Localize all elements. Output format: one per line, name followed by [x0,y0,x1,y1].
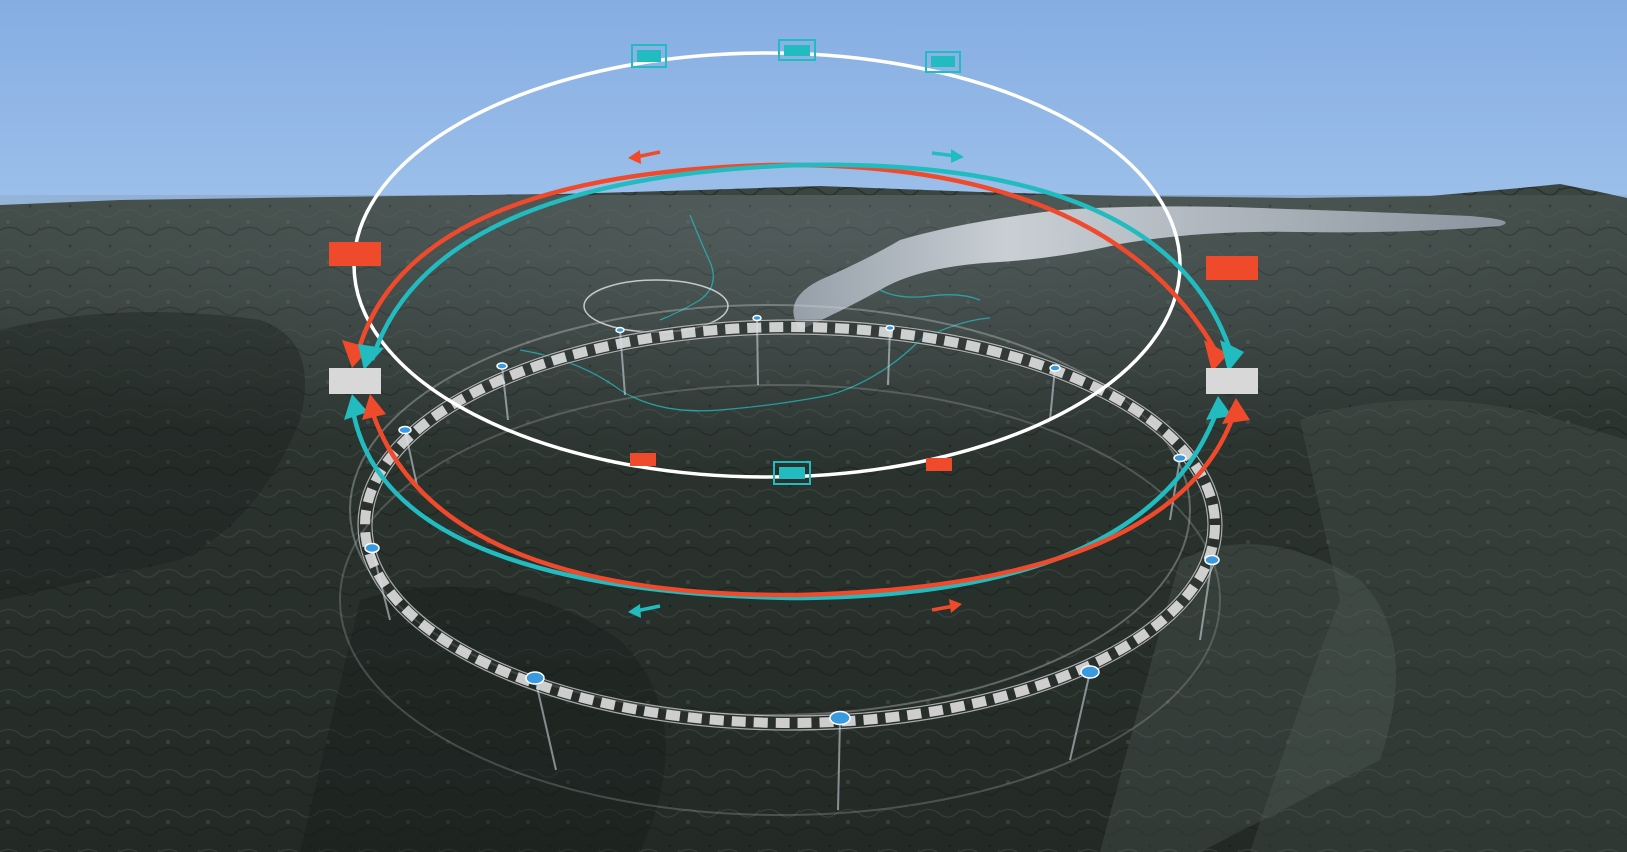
red-block [329,242,381,266]
teal-module [631,44,667,68]
arrowhead-teal-left-up [344,394,368,420]
red-blocks [329,242,1258,471]
arrowhead-red-right-up [1222,398,1250,424]
beam-paths [349,162,1239,601]
red-block [1206,256,1258,280]
arrowhead-teal-right-down [1220,340,1244,372]
teal-modules [631,39,961,485]
teal-module [778,39,816,61]
lake [793,206,1506,330]
red-block [926,458,952,471]
shaft-markers [364,314,1220,726]
beam-red-lower [367,404,1239,598]
arrowhead-red-left-up [362,394,386,420]
beam-arrowheads [342,340,1250,424]
sky [0,0,1627,205]
beam-teal-lower [349,404,1221,601]
arrow-right-icon [931,599,962,613]
tunnel-ring [339,304,1223,816]
gray-blocks [329,368,1258,394]
teal-module [925,51,961,73]
direction-arrows [628,149,964,618]
arrow-right-icon [931,149,964,163]
arrow-left-icon [628,604,661,618]
beam-teal-upper [369,162,1235,361]
detector-block [329,368,381,394]
access-shafts [371,317,1213,811]
arrowhead-red-right-down [1204,340,1228,372]
red-block [630,453,656,466]
detector-block [1206,368,1258,394]
teal-module [773,461,811,485]
arrow-left-icon [628,150,661,164]
arrowhead-teal-left-down [358,344,384,370]
arrowhead-teal-right-up [1206,396,1232,420]
